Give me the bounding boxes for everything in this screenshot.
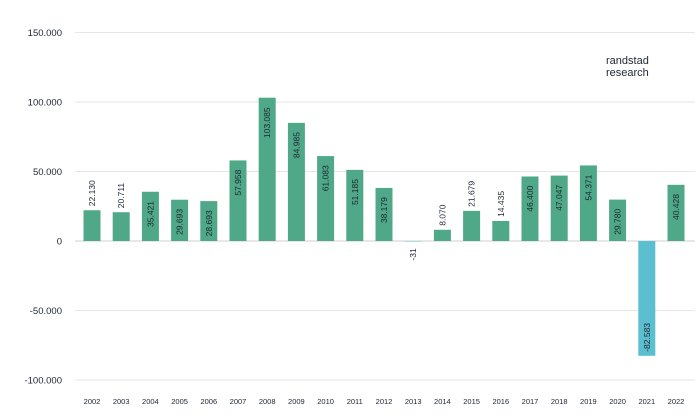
x-tick-label: 2014 <box>434 397 451 406</box>
bar <box>375 187 393 241</box>
bar <box>638 241 656 356</box>
bar <box>492 220 510 241</box>
data-label: 29.780 <box>613 209 623 235</box>
x-tick-label: 2016 <box>492 397 509 406</box>
bar <box>404 241 422 242</box>
x-tick-label: 2021 <box>638 397 655 406</box>
y-tick-label: 150.000 <box>28 28 62 39</box>
data-label: 51.185 <box>350 179 360 205</box>
y-tick-label: -100.000 <box>24 376 62 387</box>
bar <box>609 199 627 241</box>
x-tick-label: 2005 <box>171 397 188 406</box>
bar <box>346 169 364 241</box>
bar <box>83 210 101 241</box>
data-label: 20.711 <box>116 183 126 209</box>
x-tick-label: 2015 <box>463 397 480 406</box>
data-label: 14.435 <box>496 191 506 217</box>
bar <box>112 212 130 241</box>
bar <box>229 160 247 241</box>
x-tick-label: 2019 <box>580 397 597 406</box>
x-tick-label: 2022 <box>668 397 685 406</box>
data-label: 57.958 <box>233 169 243 195</box>
data-label: 47.047 <box>554 185 564 211</box>
data-label: 22.130 <box>87 180 97 206</box>
x-tick-label: 2002 <box>84 397 101 406</box>
data-label: -31 <box>408 248 418 261</box>
x-tick-label: 2003 <box>113 397 130 406</box>
x-tick-label: 2017 <box>522 397 539 406</box>
data-label: 84.985 <box>291 132 301 158</box>
x-tick-label: 2012 <box>376 397 393 406</box>
randstad-research-logo: randstad research <box>606 55 649 79</box>
x-tick-label: 2018 <box>551 397 568 406</box>
bar <box>258 97 276 241</box>
logo-line-1: randstad <box>606 55 649 67</box>
data-label: 21.679 <box>467 181 477 207</box>
data-label: 61.083 <box>321 165 331 191</box>
y-tick-label: 100.000 <box>28 98 62 109</box>
data-label: -82.583 <box>642 323 652 352</box>
data-label: 35.421 <box>145 201 155 227</box>
data-label: 29.693 <box>175 209 185 235</box>
bar <box>521 176 539 241</box>
x-tick-label: 2008 <box>259 397 276 406</box>
bar <box>200 201 218 241</box>
x-tick-label: 2009 <box>288 397 305 406</box>
x-tick-label: 2010 <box>317 397 334 406</box>
bar <box>579 165 597 241</box>
x-tick-label: 2020 <box>609 397 626 406</box>
bar <box>287 122 305 241</box>
y-tick-label: 50.000 <box>33 167 62 178</box>
data-label: 40.428 <box>671 194 681 220</box>
data-label: 54.371 <box>583 174 593 200</box>
y-tick-label: 0 <box>57 237 62 248</box>
x-tick-label: 2013 <box>405 397 422 406</box>
bar <box>667 184 685 241</box>
bar <box>171 199 189 241</box>
y-tick-label: -50.000 <box>30 306 62 317</box>
logo-line-2: research <box>606 67 649 79</box>
x-tick-label: 2007 <box>230 397 247 406</box>
data-label: 103.085 <box>262 107 272 138</box>
bar <box>141 191 159 241</box>
data-label: 28.693 <box>204 210 214 236</box>
bar <box>550 175 568 241</box>
x-tick-label: 2004 <box>142 397 159 406</box>
x-tick-label: 2011 <box>347 397 363 406</box>
bar <box>317 156 335 241</box>
data-label: 38.179 <box>379 197 389 223</box>
data-label: 46.400 <box>525 185 535 211</box>
data-label: 8.070 <box>437 204 447 226</box>
x-tick-label: 2006 <box>200 397 217 406</box>
bar <box>433 229 451 241</box>
bar <box>463 210 481 241</box>
